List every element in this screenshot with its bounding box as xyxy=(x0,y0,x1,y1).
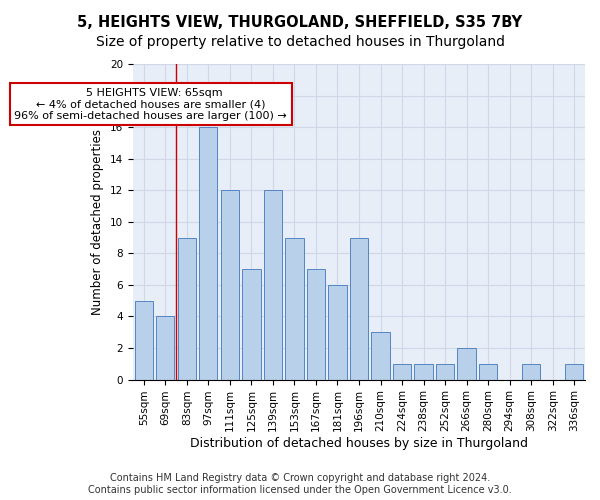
Bar xyxy=(371,332,389,380)
Bar xyxy=(199,127,217,380)
Bar xyxy=(393,364,411,380)
Bar xyxy=(565,364,583,380)
Bar xyxy=(350,238,368,380)
Bar xyxy=(479,364,497,380)
Bar xyxy=(156,316,175,380)
Y-axis label: Number of detached properties: Number of detached properties xyxy=(91,129,104,315)
Bar xyxy=(307,269,325,380)
Bar xyxy=(178,238,196,380)
Bar xyxy=(522,364,541,380)
Bar xyxy=(264,190,282,380)
Text: 5 HEIGHTS VIEW: 65sqm
← 4% of detached houses are smaller (4)
96% of semi-detach: 5 HEIGHTS VIEW: 65sqm ← 4% of detached h… xyxy=(14,88,287,121)
X-axis label: Distribution of detached houses by size in Thurgoland: Distribution of detached houses by size … xyxy=(190,437,528,450)
Bar xyxy=(242,269,260,380)
Bar xyxy=(415,364,433,380)
Bar xyxy=(221,190,239,380)
Text: Contains HM Land Registry data © Crown copyright and database right 2024.
Contai: Contains HM Land Registry data © Crown c… xyxy=(88,474,512,495)
Bar xyxy=(436,364,454,380)
Text: 5, HEIGHTS VIEW, THURGOLAND, SHEFFIELD, S35 7BY: 5, HEIGHTS VIEW, THURGOLAND, SHEFFIELD, … xyxy=(77,15,523,30)
Bar xyxy=(134,300,153,380)
Bar xyxy=(457,348,476,380)
Bar xyxy=(328,285,347,380)
Text: Size of property relative to detached houses in Thurgoland: Size of property relative to detached ho… xyxy=(95,35,505,49)
Bar xyxy=(285,238,304,380)
